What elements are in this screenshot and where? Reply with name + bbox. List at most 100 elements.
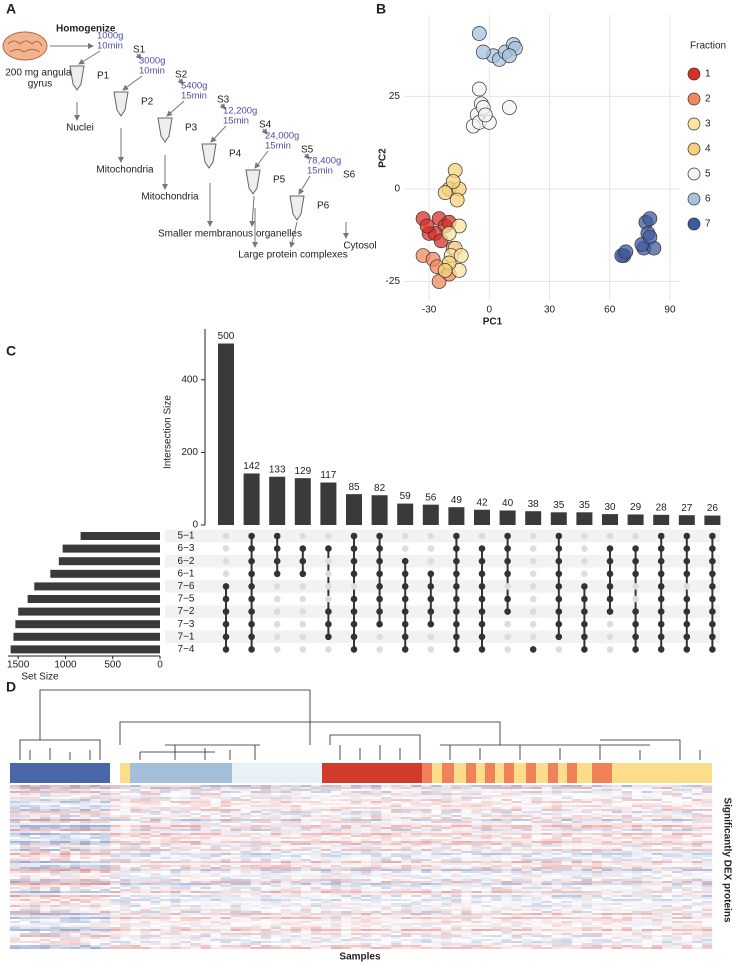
heatmap-cell [501,813,511,815]
heatmap-cell [241,785,251,787]
heatmap-cell [451,787,461,789]
heatmap-cell [281,789,291,791]
heatmap-cell [261,811,271,813]
heatmap-cell [301,853,311,855]
heatmap-cell [381,813,391,815]
heatmap-cell [361,889,371,891]
heatmap-cell [231,855,241,857]
heatmap-cell [642,883,652,885]
heatmap-cell [572,847,582,849]
heatmap-cell [341,841,351,843]
heatmap-cell [30,841,40,843]
heatmap-cell [532,851,542,853]
heatmap-cell [211,873,221,875]
heatmap-cell [612,867,622,869]
heatmap-cell [361,807,371,809]
heatmap-cell [471,789,481,791]
heatmap-cell [331,851,341,853]
heatmap-cell [281,857,291,859]
heatmap-cell [421,813,431,815]
heatmap-cell [632,925,642,927]
heatmap-cell [441,875,451,877]
heatmap-cell [170,807,180,809]
heatmap-cell [592,871,602,873]
heatmap-cell [431,821,441,823]
heatmap-cell [491,803,501,805]
heatmap-cell [421,823,431,825]
heatmap-cell [140,787,150,789]
heatmap-cell [251,893,261,895]
heatmap-cell [191,921,201,923]
heatmap-cell [231,833,241,835]
heatmap-cell [371,861,381,863]
heatmap-cell [431,897,441,899]
heatmap-cell [491,851,501,853]
heatmap-cell [40,849,50,851]
heatmap-cell [602,885,612,887]
heatmap-cell [431,903,441,905]
heatmap-cell [602,919,612,921]
heatmap-cell [481,923,491,925]
heatmap-cell [70,813,80,815]
heatmap-cell [532,839,542,841]
heatmap-cell [431,893,441,895]
heatmap-cell [301,865,311,867]
heatmap-cell [251,859,261,861]
heatmap-cell [281,913,291,915]
heatmap-cell [612,877,622,879]
heatmap-cell [371,883,381,885]
heatmap-cell [652,789,662,791]
heatmap-cell [311,865,321,867]
heatmap-cell [60,873,70,875]
heatmap-cell [411,881,421,883]
heatmap-cell [181,791,191,793]
heatmap-cell [542,899,552,901]
heatmap-cell [501,811,511,813]
heatmap-cell [201,809,211,811]
heatmap-cell [481,871,491,873]
heatmap-cell [652,821,662,823]
heatmap-cell [30,817,40,819]
heatmap-cell [351,845,361,847]
heatmap-cell [572,835,582,837]
heatmap-cell [80,911,90,913]
heatmap-cell [100,885,110,887]
heatmap-cell [150,789,160,791]
heatmap-cell [311,891,321,893]
heatmap-cell [80,823,90,825]
heatmap-cell [40,903,50,905]
heatmap-cell [702,841,712,843]
heatmap-cell [181,853,191,855]
heatmap-cell [80,883,90,885]
heatmap-cell [201,909,211,911]
heatmap-cell [672,891,682,893]
heatmap-cell [281,917,291,919]
heatmap-cell [80,901,90,903]
heatmap-cell [401,869,411,871]
heatmap-cell [562,851,572,853]
heatmap-cell [612,901,622,903]
heatmap-cell [702,817,712,819]
heatmap-cell [662,901,672,903]
heatmap-cell [130,797,140,799]
heatmap-cell [542,911,552,913]
heatmap-cell [361,821,371,823]
heatmap-cell [281,835,291,837]
heatmap-cell [602,877,612,879]
heatmap-cell [491,839,501,841]
heatmap-cell [532,803,542,805]
heatmap-cell [512,821,522,823]
heatmap-cell [371,881,381,883]
heatmap-cell [90,821,100,823]
heatmap-cell [90,861,100,863]
heatmap-cell [321,827,331,829]
heatmap-cell [301,835,311,837]
heatmap-cell [311,789,321,791]
heatmap-cell [150,825,160,827]
heatmap-cell [261,883,271,885]
heatmap-cell [251,863,261,865]
heatmap-cell [331,879,341,881]
heatmap-cell [542,853,552,855]
heatmap-cell [301,789,311,791]
heatmap-cell [501,879,511,881]
